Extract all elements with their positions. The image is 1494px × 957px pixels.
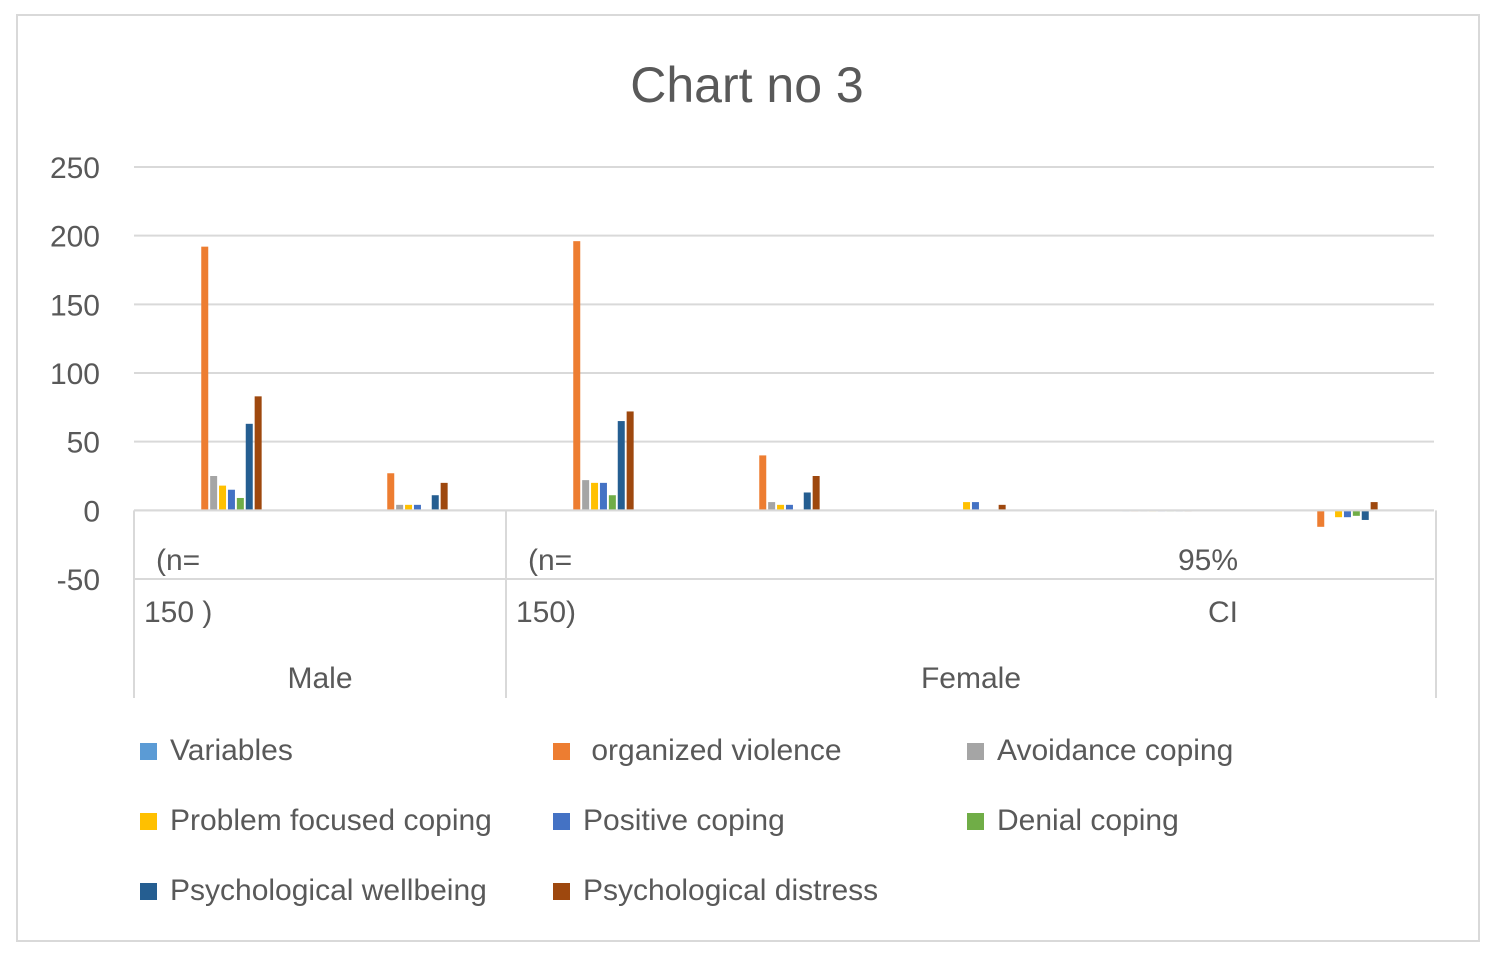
category-label: 95% xyxy=(1178,544,1238,577)
bar xyxy=(413,504,421,511)
bar xyxy=(599,482,607,511)
bar xyxy=(440,482,448,511)
bar xyxy=(963,502,971,511)
category-label: CI xyxy=(1208,596,1238,629)
bar xyxy=(431,495,439,511)
y-tick-label: -50 xyxy=(57,564,100,597)
bar xyxy=(608,495,616,511)
bar xyxy=(201,246,209,511)
bar xyxy=(405,504,413,511)
category-label: 150 ) xyxy=(144,596,212,629)
bar xyxy=(1352,510,1360,516)
bar xyxy=(998,504,1006,511)
bar xyxy=(245,423,253,511)
bar xyxy=(227,489,235,511)
bar xyxy=(396,504,404,511)
y-tick-label: 250 xyxy=(50,152,100,185)
category-label: 150) xyxy=(516,596,576,629)
bar xyxy=(768,502,776,511)
category-label: (n= xyxy=(528,544,572,577)
bar xyxy=(785,504,793,511)
bar xyxy=(210,476,218,511)
bar xyxy=(254,396,262,511)
bar xyxy=(617,421,625,511)
bar xyxy=(236,497,244,511)
bar xyxy=(591,482,599,511)
y-tick-label: 200 xyxy=(50,221,100,254)
bar xyxy=(759,455,767,511)
chart-title: Chart no 3 xyxy=(630,57,864,113)
bar xyxy=(803,492,811,511)
bar xyxy=(1335,510,1343,518)
category-group-label: Female xyxy=(921,662,1021,695)
bar xyxy=(573,241,581,511)
y-tick-label: 50 xyxy=(67,427,100,460)
bar xyxy=(1317,510,1325,527)
bar xyxy=(971,502,979,511)
category-group-label: Male xyxy=(287,662,352,695)
bar xyxy=(1343,510,1351,518)
bar xyxy=(219,485,227,511)
y-tick-label: 100 xyxy=(50,358,100,391)
category-label: (n= xyxy=(156,544,200,577)
bar xyxy=(812,476,820,511)
bar xyxy=(1370,502,1378,511)
bar xyxy=(582,480,590,511)
bar xyxy=(387,473,395,511)
bar xyxy=(626,411,634,511)
bar xyxy=(777,504,785,511)
y-tick-label: 0 xyxy=(83,495,100,528)
bar xyxy=(1361,510,1369,520)
y-tick-label: 150 xyxy=(50,289,100,322)
